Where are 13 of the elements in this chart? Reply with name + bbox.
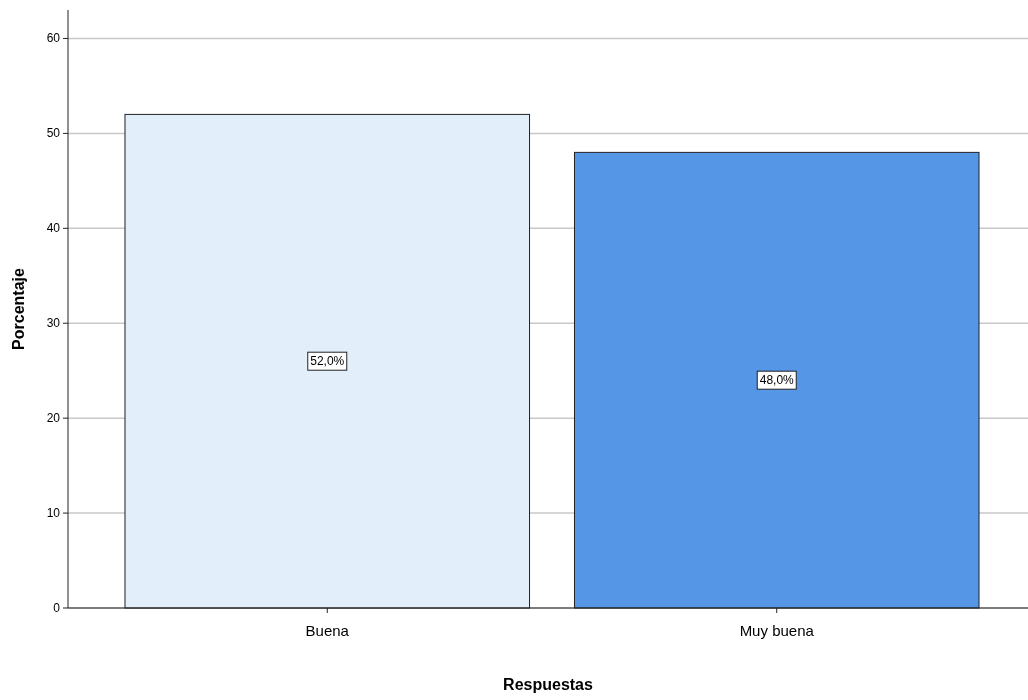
y-axis-title: Porcentaje [10, 267, 27, 350]
x-tick-label: Buena [305, 622, 350, 639]
x-tick-label: Muy buena [739, 622, 815, 639]
x-axis-title: Respuestas [503, 676, 594, 693]
y-tick-label: 0 [53, 601, 61, 615]
y-tick-label: 40 [46, 221, 61, 236]
data-label: 52,0% [310, 354, 345, 369]
y-tick-label: 50 [46, 126, 61, 141]
y-tick-label: 30 [46, 316, 61, 331]
y-tick-label: 20 [46, 411, 61, 426]
y-tick-label: 10 [46, 506, 61, 521]
y-tick-label: 60 [46, 31, 61, 46]
data-label: 48,0% [759, 373, 795, 388]
